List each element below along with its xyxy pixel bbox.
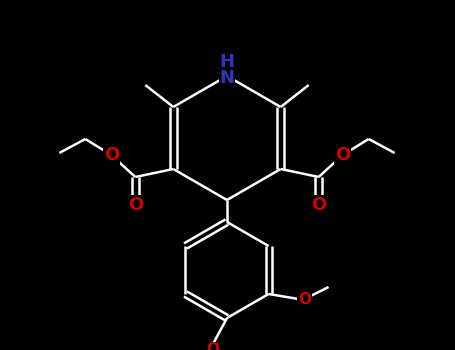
- Text: O: O: [207, 343, 219, 350]
- Text: N: N: [219, 69, 234, 87]
- Text: O: O: [298, 292, 311, 307]
- Text: O: O: [311, 196, 326, 214]
- Text: H: H: [219, 53, 234, 71]
- Text: O: O: [104, 146, 119, 164]
- Text: O: O: [128, 196, 143, 214]
- Text: O: O: [335, 146, 350, 164]
